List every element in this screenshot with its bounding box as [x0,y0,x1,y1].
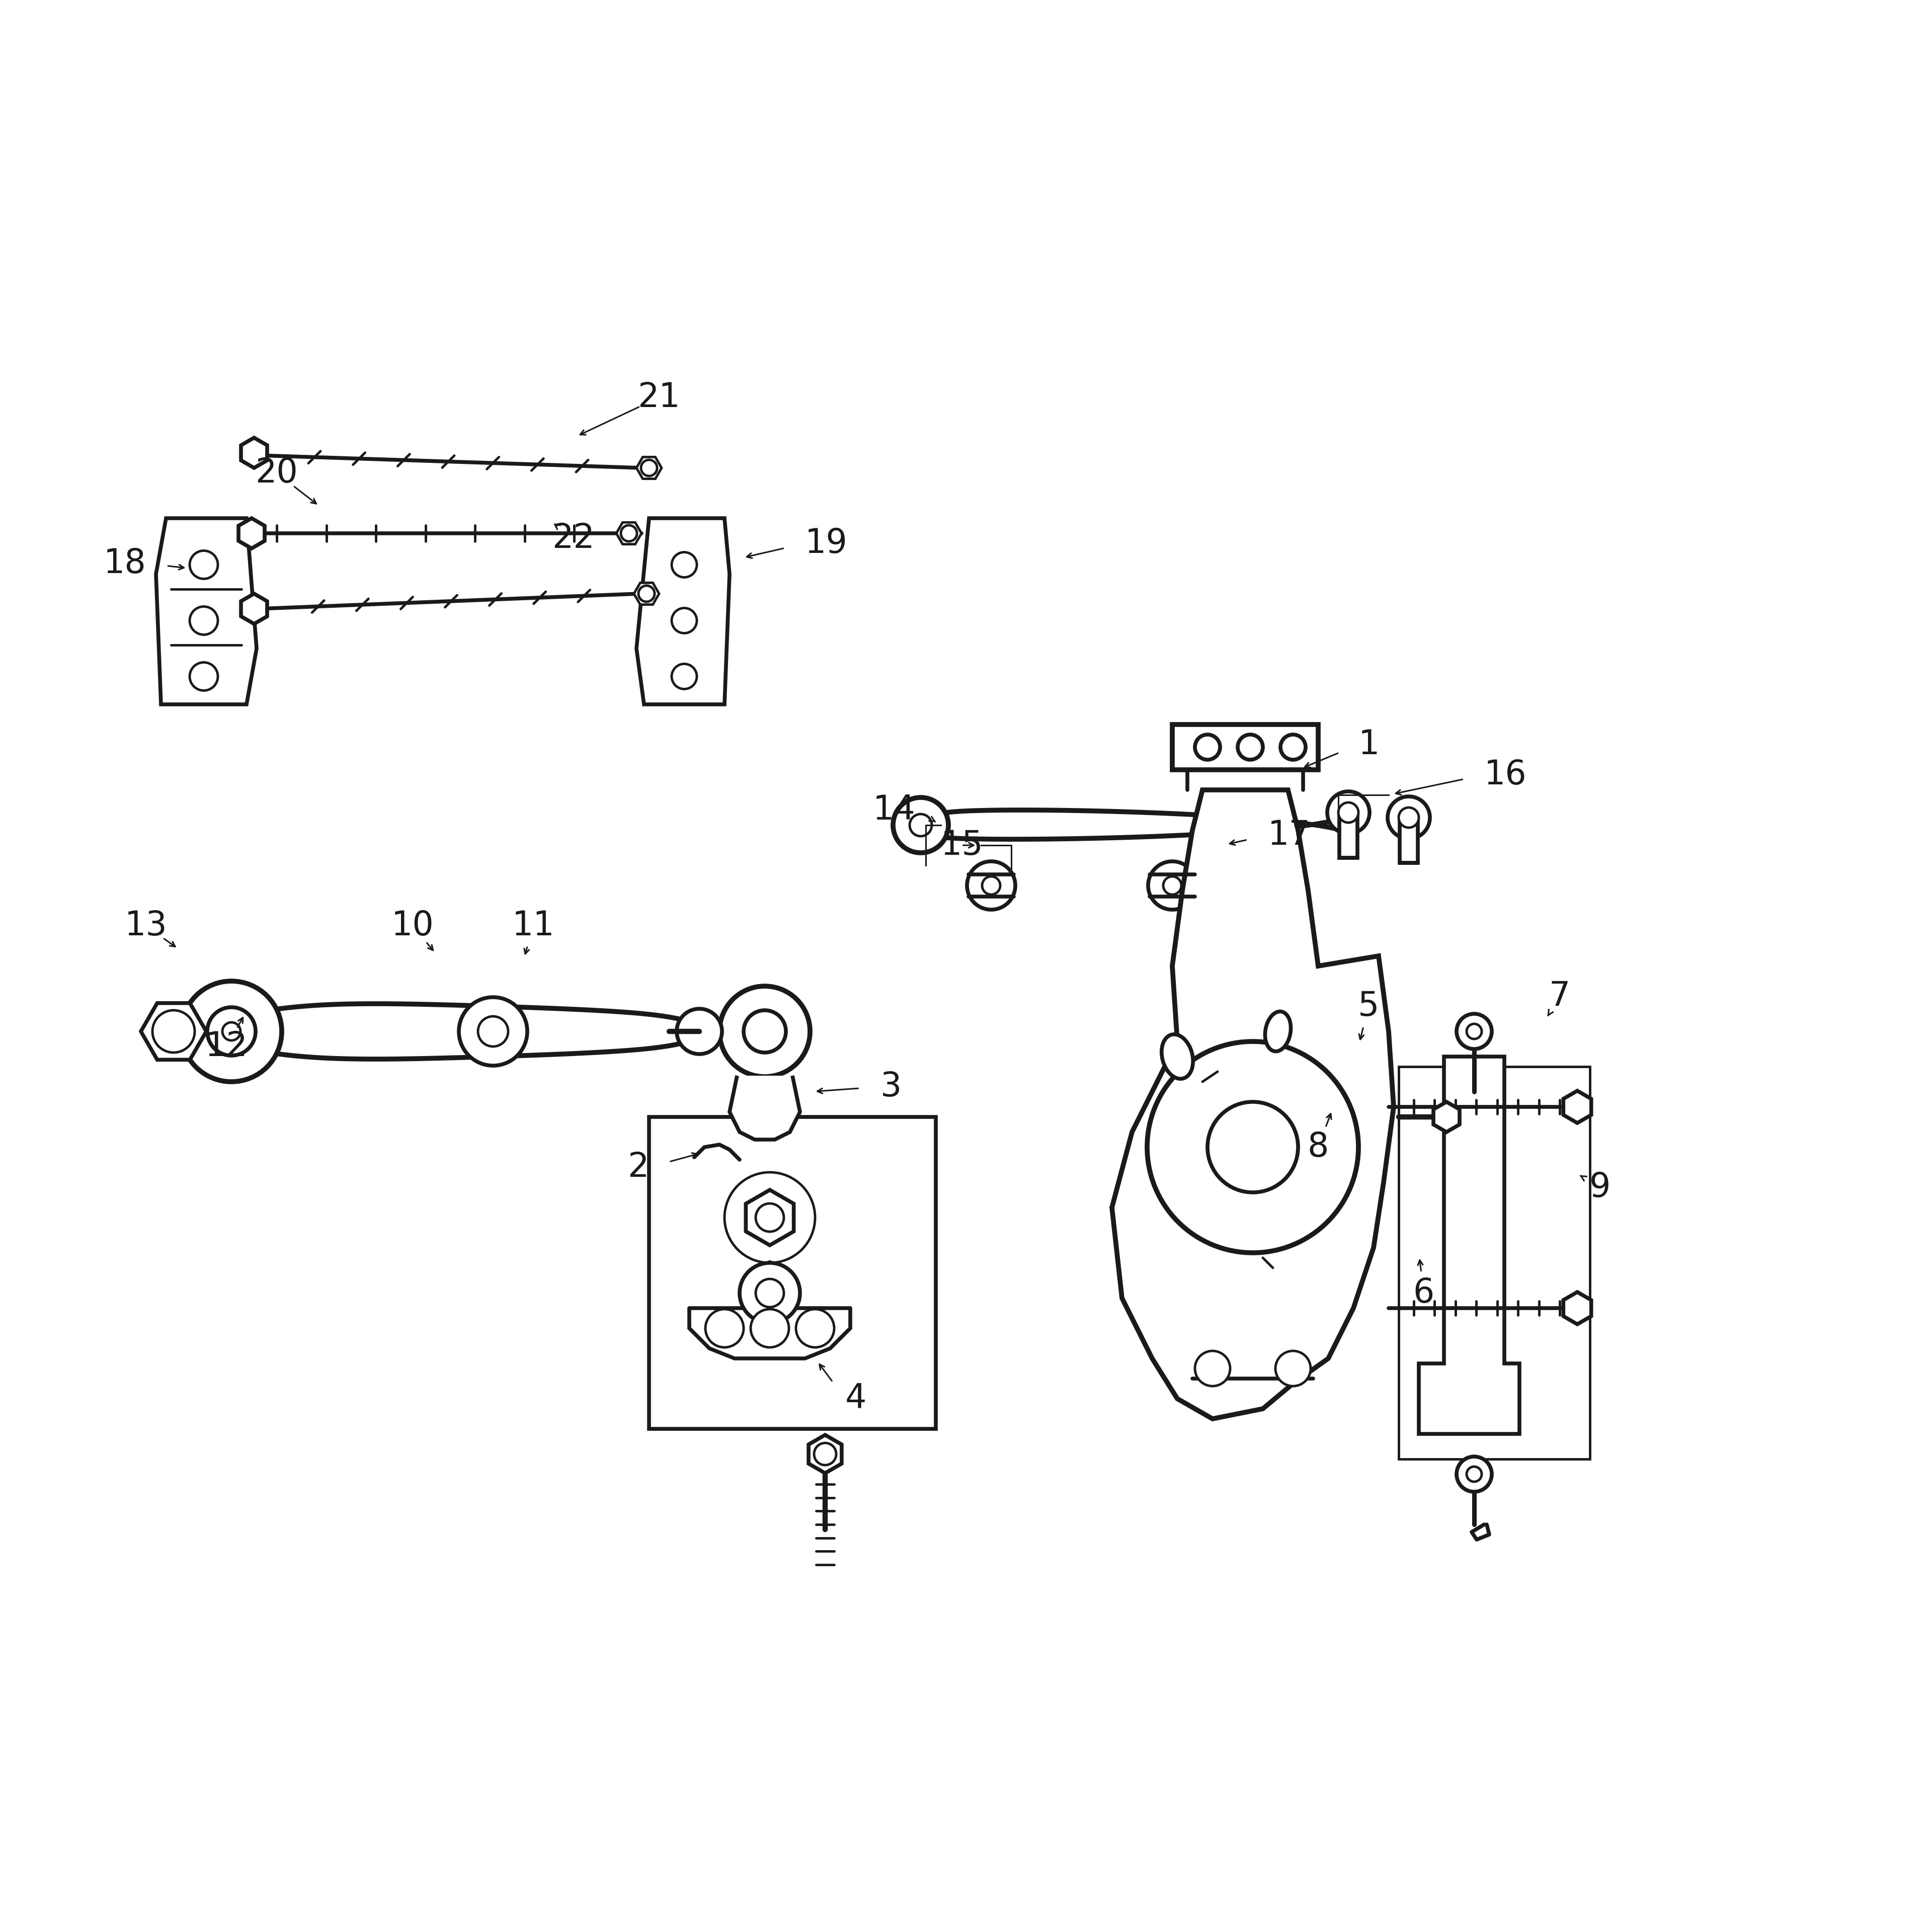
Circle shape [1387,796,1430,838]
Circle shape [719,985,810,1076]
Circle shape [755,1204,784,1233]
Polygon shape [746,1190,794,1246]
Circle shape [638,585,655,601]
Circle shape [1339,802,1358,823]
Circle shape [189,607,218,636]
Text: 3: 3 [881,1070,902,1103]
Circle shape [725,1173,815,1264]
Circle shape [641,460,657,475]
Polygon shape [636,458,661,479]
Polygon shape [1563,1293,1592,1323]
Text: 16: 16 [1484,757,1526,792]
Polygon shape [636,518,730,705]
Polygon shape [1434,1101,1459,1132]
Circle shape [1457,1014,1492,1049]
Text: 21: 21 [638,381,680,413]
Bar [1399,817,1418,864]
Bar [1399,1066,1590,1459]
Polygon shape [1113,790,1393,1418]
Circle shape [813,1443,837,1464]
Circle shape [477,1016,508,1047]
Text: 22: 22 [553,522,595,554]
Polygon shape [616,522,641,545]
Text: 1: 1 [1358,728,1379,761]
Circle shape [672,609,697,634]
Circle shape [1275,1350,1310,1385]
Polygon shape [156,518,257,705]
Text: 9: 9 [1590,1171,1611,1204]
Circle shape [981,877,1001,895]
Text: 4: 4 [846,1381,867,1416]
Circle shape [796,1310,835,1347]
Circle shape [1281,734,1306,759]
Polygon shape [690,1308,850,1358]
Polygon shape [242,439,267,468]
Text: 18: 18 [102,547,147,580]
Text: 10: 10 [392,910,435,943]
Ellipse shape [1265,1012,1291,1051]
Circle shape [1148,1041,1358,1252]
Circle shape [755,1279,784,1308]
Polygon shape [1563,1092,1592,1122]
Text: 2: 2 [628,1151,649,1184]
Circle shape [1327,792,1370,835]
Circle shape [153,1010,195,1053]
Circle shape [705,1310,744,1347]
Circle shape [1238,734,1264,759]
Text: 7: 7 [1549,980,1571,1012]
Text: 19: 19 [806,527,848,560]
Text: 15: 15 [941,829,983,862]
Circle shape [207,1007,255,1055]
Text: 20: 20 [255,456,298,489]
Circle shape [744,1010,786,1053]
Circle shape [672,665,697,690]
Polygon shape [238,518,265,549]
Circle shape [620,526,638,541]
Circle shape [910,813,931,837]
Circle shape [968,862,1016,910]
Circle shape [1466,1466,1482,1482]
Circle shape [189,663,218,690]
Circle shape [752,1310,788,1347]
Circle shape [189,551,218,580]
Circle shape [1457,1457,1492,1492]
Circle shape [460,997,527,1066]
Polygon shape [634,583,659,605]
Bar [649,1117,935,1430]
Polygon shape [810,1435,842,1472]
Circle shape [1194,1350,1231,1385]
Circle shape [1163,877,1180,895]
Ellipse shape [1161,1034,1194,1078]
Circle shape [1148,862,1196,910]
Polygon shape [730,1076,800,1140]
Text: 11: 11 [512,910,554,943]
Bar [1339,813,1358,858]
Circle shape [1194,734,1221,759]
Text: 14: 14 [873,794,916,827]
Text: 12: 12 [205,1030,247,1063]
Bar [1173,725,1318,769]
Text: 13: 13 [124,910,168,943]
Circle shape [676,1009,723,1055]
Circle shape [740,1264,800,1323]
Text: 17: 17 [1267,819,1310,852]
Circle shape [222,1022,240,1041]
Circle shape [182,981,282,1082]
Text: 5: 5 [1358,989,1379,1022]
Polygon shape [242,593,267,624]
Text: 8: 8 [1308,1130,1329,1163]
Circle shape [672,553,697,578]
Text: 6: 6 [1412,1277,1434,1310]
Circle shape [1208,1101,1298,1192]
Circle shape [1466,1024,1482,1039]
Polygon shape [141,1003,207,1061]
Circle shape [1399,808,1418,827]
Polygon shape [1418,1057,1519,1434]
Circle shape [893,798,949,852]
